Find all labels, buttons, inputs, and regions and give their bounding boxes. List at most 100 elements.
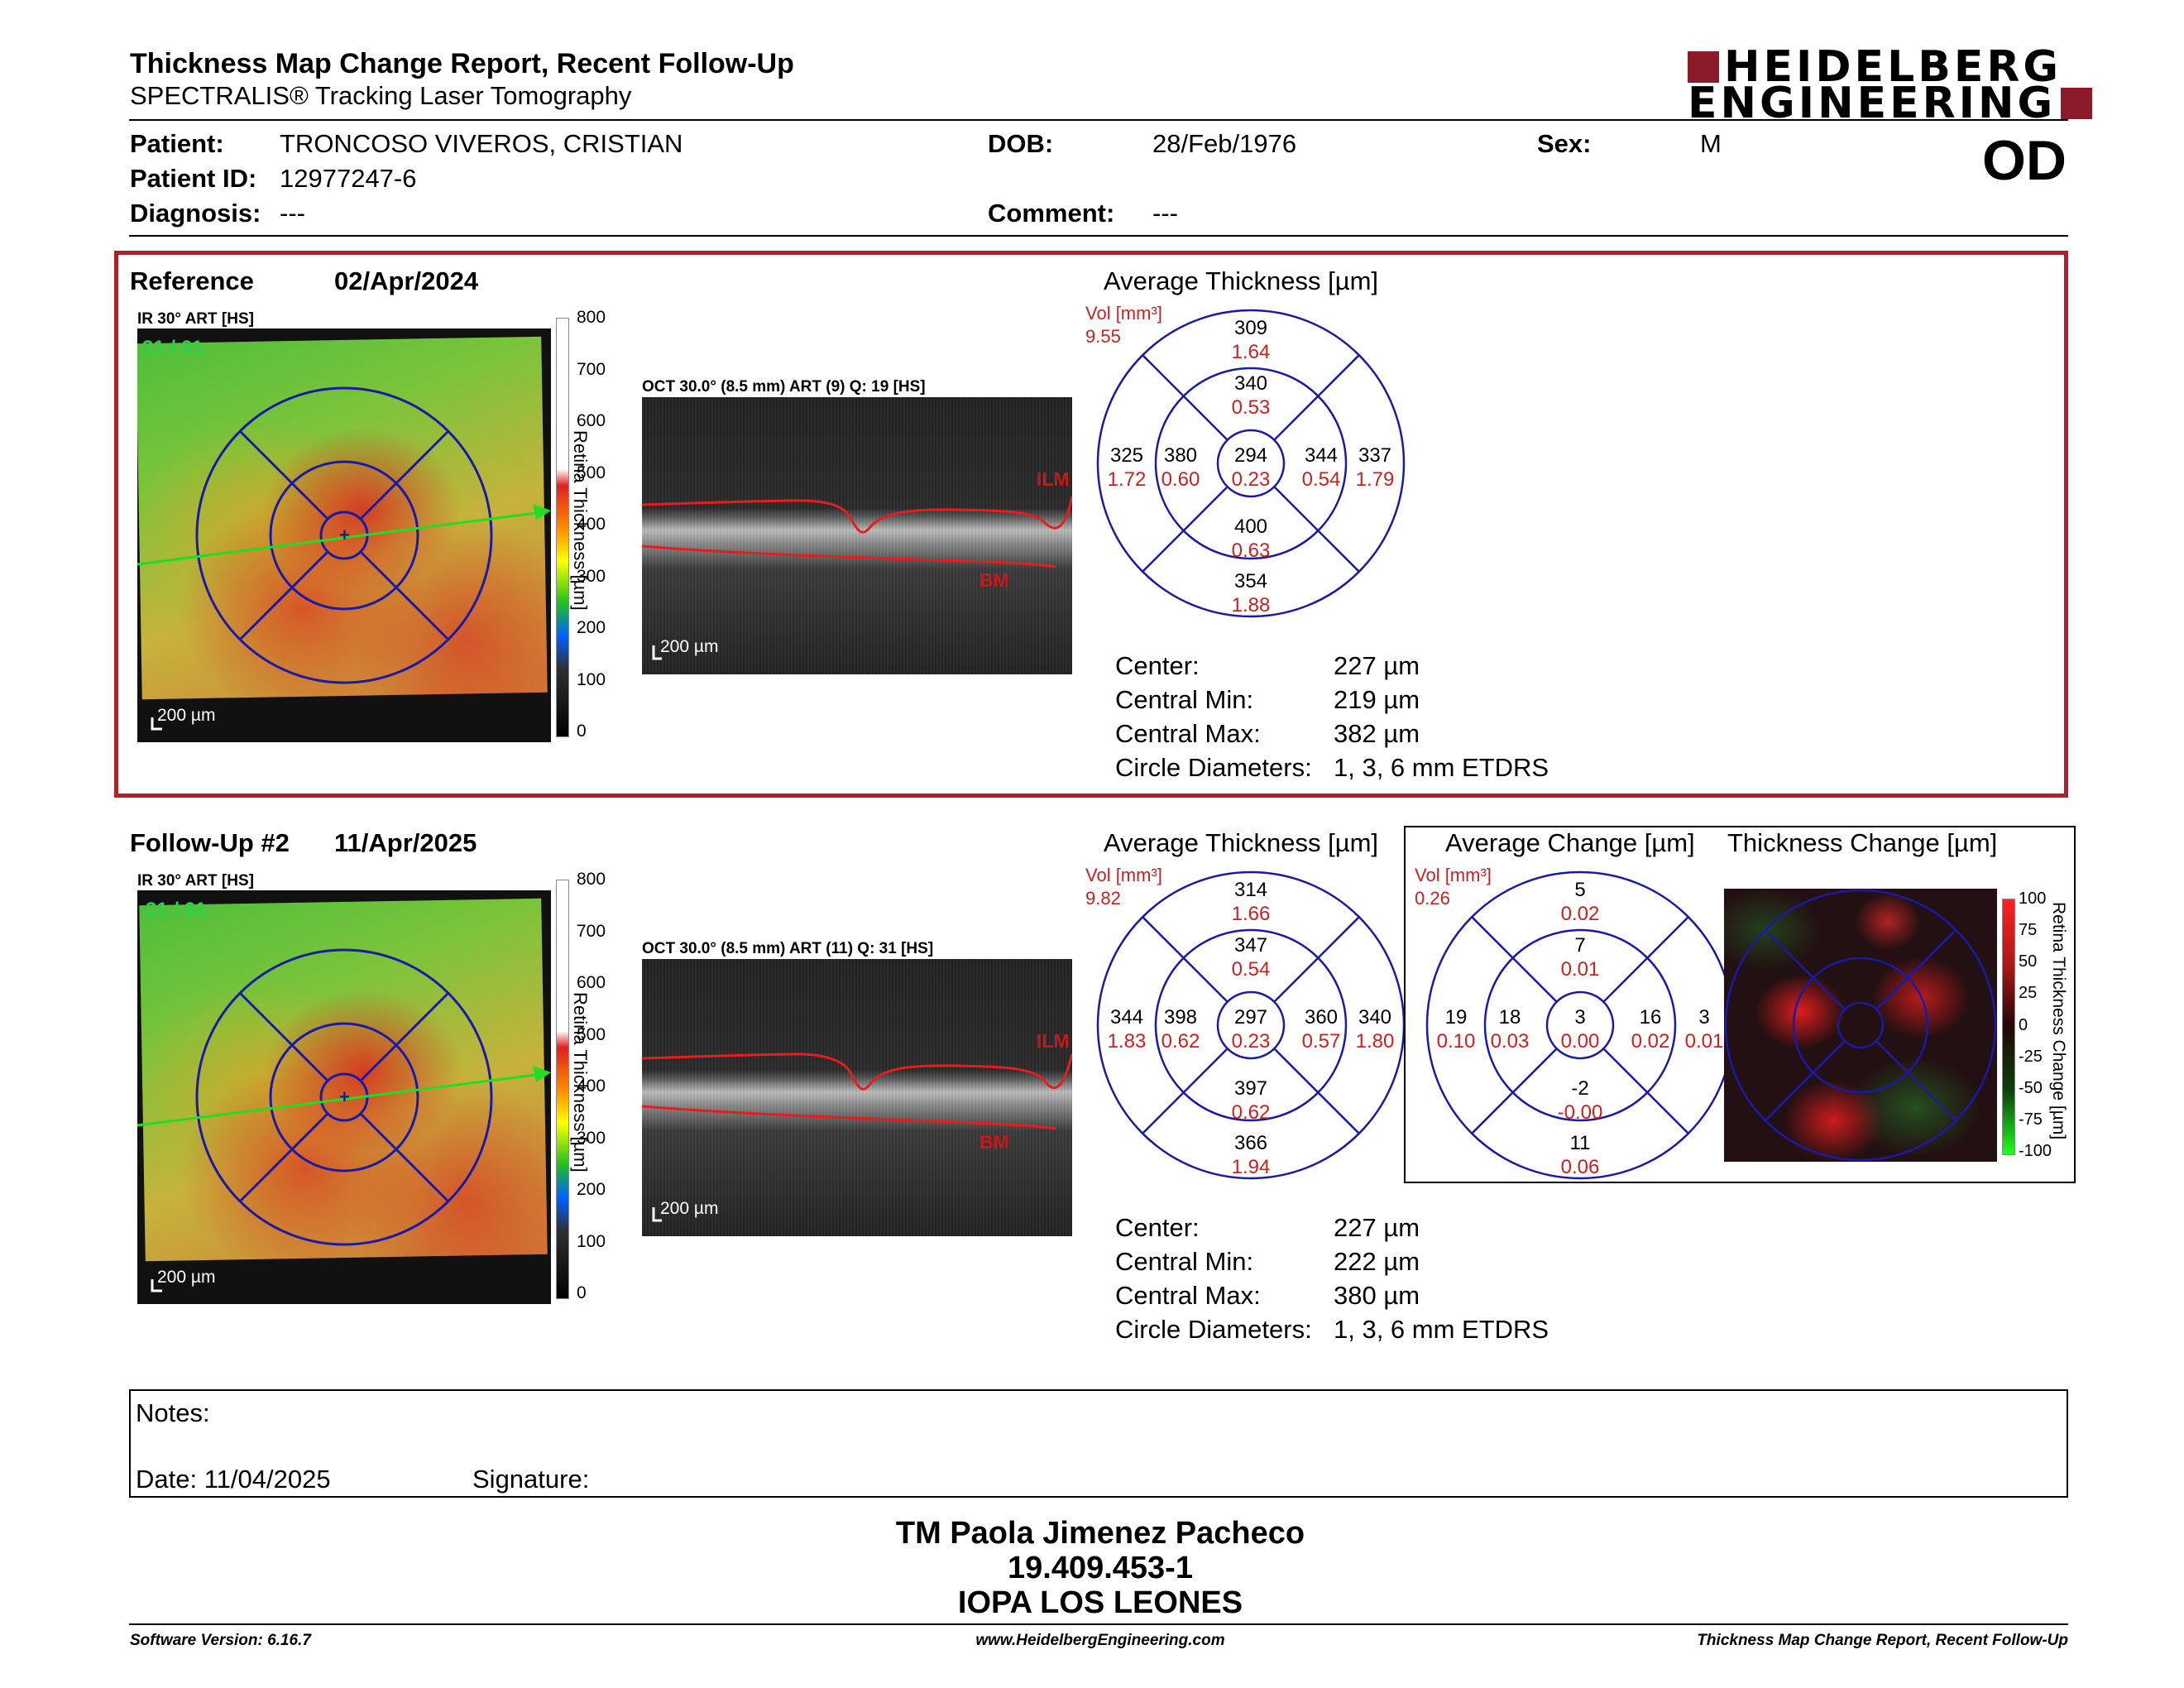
colorbar-tick-label: 200 [577,1180,606,1199]
fu-colorbar [556,880,569,1299]
change-colorbar-ticks: 100 75 50 25 0 -25 -50 -75 -100 [2019,890,2055,1163]
vol-total: 0.26 [1415,888,1450,909]
change-colorbar-title: Retina Thickness Change [µm] [2049,902,2068,1140]
colorbar-tick-label: 500 [577,1024,606,1044]
logo-text-2: ENGINEERING [1688,79,2057,128]
colorbar-tick-label: 200 [577,618,606,637]
ref-central-min-label: Central Min: [1115,685,1254,714]
ref-colorbar-title: Retina Thickness [µm] [570,430,591,611]
etdrs-thickness-center: 294 [1234,444,1267,467]
comment-label: Comment: [988,199,1115,228]
ref-etdrs-overlay: + [137,386,551,731]
ref-bm-label: BM [979,569,1009,591]
ref-colorbar [556,318,569,737]
ref-etdrs-grid: 3091.643400.533251.723800.602940.233440.… [1085,303,1406,618]
website-link[interactable]: www.HeidelbergEngineering.com [975,1632,1225,1649]
colorbar-tick-label: 0 [2019,1015,2028,1034]
etdrs-volume-outer-left: 0.10 [1437,1030,1476,1053]
colorbar-tick-label: 700 [577,921,606,941]
fu-etdrs-grid: 3141.663470.543441.833980.622970.233600.… [1085,865,1406,1180]
colorbar-tick-label: 0 [577,722,587,741]
etdrs-volume-inner-right: 0.02 [1631,1030,1670,1053]
diagnosis-label: Diagnosis: [130,199,261,228]
reference-label: Reference [130,266,254,295]
logo-line-1: HEIDELBERG [1688,46,2062,89]
etdrs-thickness-outer-top: 314 [1234,879,1267,901]
etdrs-thickness-inner-right: 16 [1640,1006,1662,1029]
sex-value: M [1700,129,1722,158]
ref-oct-label: OCT 30.0° (8.5 mm) ART (9) Q: 19 [HS] [642,378,926,396]
followup-label: Follow-Up #2 [130,828,290,857]
etdrs-volume-outer-top: 1.64 [1232,341,1271,363]
ref-circle-diam-label: Circle Diameters: [1115,753,1312,782]
etdrs-volume-center: 0.23 [1232,1030,1271,1053]
fu-colorbar-title: Retina Thickness [µm] [570,992,591,1172]
colorbar-tick-label: 700 [577,359,606,379]
svg-text:+: + [339,1086,350,1107]
etdrs-thickness-outer-left: 344 [1110,1006,1143,1029]
etdrs-volume-inner-right: 0.57 [1302,1030,1341,1053]
followup-date: 11/Apr/2025 [334,828,477,857]
operator-name: TM Paola Jimenez Pacheco [895,1516,1305,1551]
etdrs-thickness-center: 3 [1574,1006,1585,1029]
reference-box [114,251,2068,798]
colorbar-tick-label: 400 [577,1077,606,1096]
colorbar-tick-label: 300 [577,566,606,586]
etdrs-volume-outer-left: 1.83 [1108,1030,1147,1053]
etdrs-volume-outer-right: 1.79 [1356,468,1395,491]
notes-box [129,1389,2068,1498]
patient-divider [129,235,2068,237]
colorbar-tick-label: 100 [2019,890,2047,908]
colorbar-tick-label: -50 [2019,1078,2043,1097]
reference-date: 02/Apr/2024 [334,266,479,295]
etdrs-thickness-outer-bottom: 354 [1234,570,1267,592]
etdrs-volume-inner-top: 0.01 [1561,958,1600,981]
fu-avg-thickness-title: Average Thickness [µm] [1104,828,1379,857]
fu-oct-scale: 200 µm [660,1199,719,1218]
ref-oct-bscan: ILM BM 200 µm [642,397,1072,674]
vol-label: Vol [mm³] [1085,865,1162,885]
etdrs-thickness-center: 297 [1234,1006,1267,1029]
vol-total: 9.55 [1085,326,1121,347]
etdrs-volume-inner-left: 0.60 [1161,468,1200,491]
ref-center-label: Center: [1115,651,1200,680]
footer-divider [129,1623,2068,1625]
colorbar-tick-label: 600 [577,973,606,992]
colorbar-tick-label: -25 [2019,1047,2043,1066]
operator-org: IOPA LOS LEONES [957,1585,1243,1620]
ref-circle-diam-value: 1, 3, 6 mm ETDRS [1334,753,1549,782]
fu-oct-layers [642,1053,1072,1222]
fu-oct-texture [642,959,1072,1236]
report-title: Thickness Map Change Report, Recent Foll… [130,48,794,79]
etdrs-volume-outer-right: 1.80 [1356,1030,1395,1053]
patient-label: Patient: [130,129,224,158]
logo-square-icon [2061,88,2093,119]
thickness-change-map [1724,889,1997,1162]
footer-report-name: Thickness Map Change Report, Recent Foll… [1697,1632,2068,1649]
etdrs-volume-inner-bottom: -0.00 [1558,1101,1603,1124]
report-subtitle: SPECTRALIS® Tracking Laser Tomography [130,81,632,110]
etdrs-volume-outer-top: 1.66 [1232,903,1271,925]
etdrs-thickness-inner-right: 344 [1305,444,1338,467]
comment-value: --- [1152,199,1178,228]
etdrs-thickness-outer-top: 309 [1234,317,1267,339]
colorbar-tick-label: 100 [577,669,606,689]
etdrs-volume-outer-bottom: 0.06 [1561,1156,1600,1178]
ref-avg-thickness-title: Average Thickness [µm] [1104,266,1379,295]
vol-label: Vol [mm³] [1085,303,1162,324]
change-map-etdrs-overlay [1724,889,1997,1162]
fu-central-max-label: Central Max: [1115,1281,1261,1310]
colorbar-tick-label: 100 [577,1231,606,1251]
fu-circle-diam-value: 1, 3, 6 mm ETDRS [1334,1315,1549,1344]
change-etdrs-grid: 50.0270.01190.10180.0330.00160.0230.01-2… [1415,865,1735,1180]
ref-center-value: 227 µm [1334,651,1420,680]
colorbar-tick-label: 400 [577,515,606,534]
etdrs-thickness-outer-right: 337 [1358,444,1391,467]
patient-id: 12977247-6 [280,164,417,193]
colorbar-tick-label: 50 [2019,952,2038,971]
fu-etdrs-overlay: + [137,948,551,1292]
etdrs-volume-center: 0.00 [1561,1030,1600,1053]
ref-ir-label: IR 30° ART [HS] [137,310,254,328]
fu-center-label: Center: [1115,1213,1200,1242]
etdrs-thickness-outer-right: 340 [1358,1006,1391,1029]
